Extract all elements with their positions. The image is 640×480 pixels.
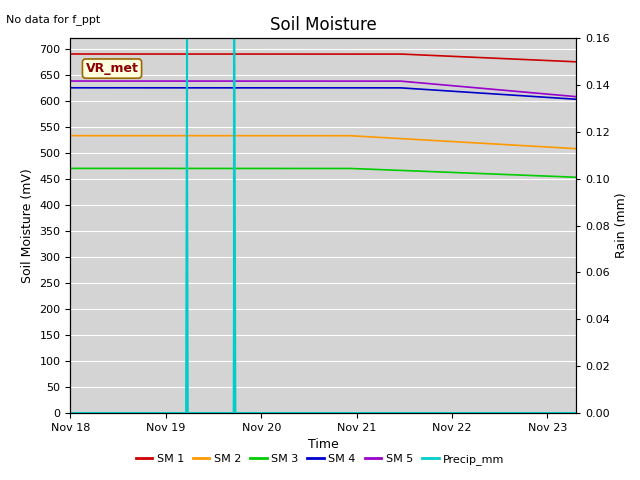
Y-axis label: Soil Moisture (mV): Soil Moisture (mV) — [21, 168, 34, 283]
Title: Soil Moisture: Soil Moisture — [270, 16, 376, 34]
Y-axis label: Rain (mm): Rain (mm) — [615, 193, 628, 258]
Text: VR_met: VR_met — [86, 62, 138, 75]
X-axis label: Time: Time — [308, 438, 339, 451]
Text: No data for f_ppt: No data for f_ppt — [6, 14, 100, 25]
Legend: SM 1, SM 2, SM 3, SM 4, SM 5, Precip_mm: SM 1, SM 2, SM 3, SM 4, SM 5, Precip_mm — [131, 450, 509, 469]
